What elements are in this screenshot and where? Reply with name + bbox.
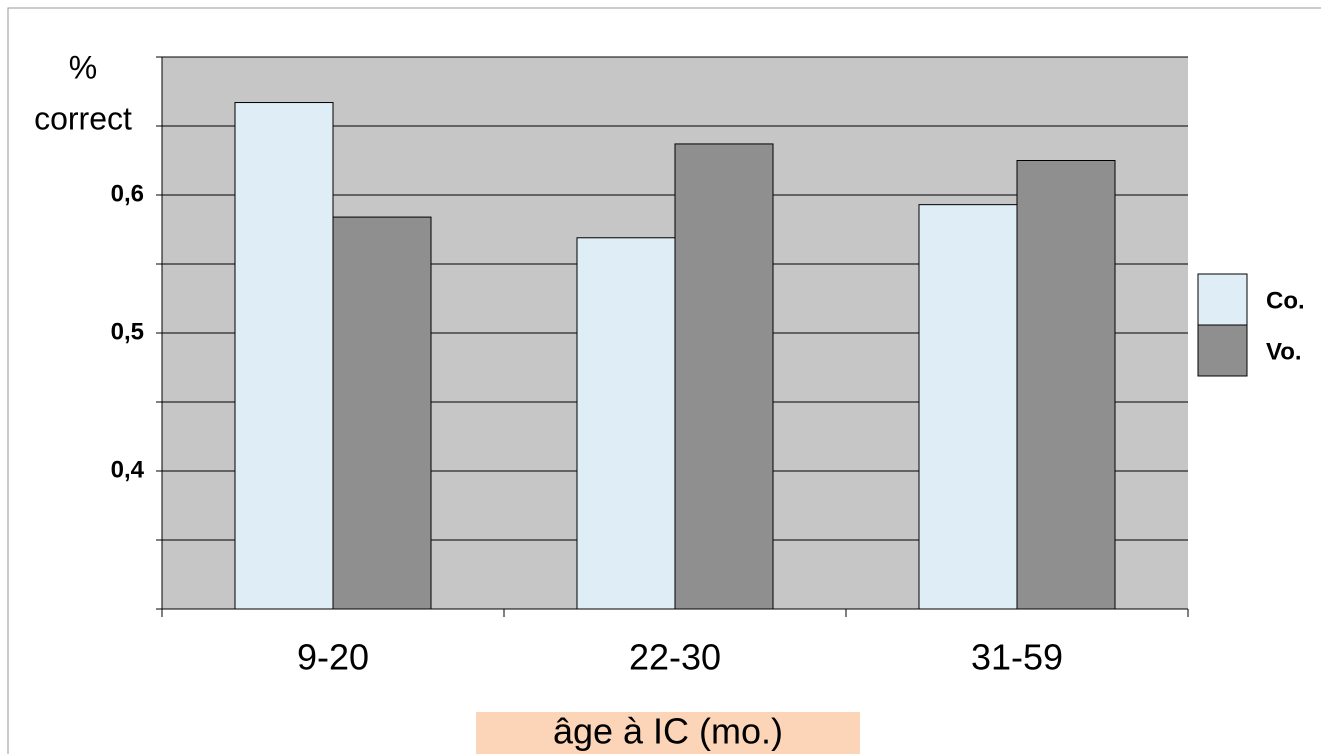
y-axis-label: correct — [34, 100, 132, 136]
y-tick-label: 0,5 — [111, 318, 144, 345]
y-tick-label: 0,6 — [111, 180, 144, 207]
bar — [576, 237, 676, 610]
x-label-background — [476, 712, 860, 754]
x-tick-label: 31-59 — [971, 637, 1063, 678]
y-tick-label: 0,4 — [111, 456, 145, 483]
y-axis-label: % — [69, 49, 97, 85]
x-tick-label: 9-20 — [297, 637, 369, 678]
legend-swatch — [1197, 324, 1248, 377]
bar — [918, 204, 1018, 610]
x-axis-label: âge à IC (mo.) — [553, 711, 783, 752]
frame — [7, 7, 1321, 754]
bar — [332, 216, 432, 610]
bar — [674, 143, 774, 610]
legend-swatch — [1197, 273, 1248, 326]
bar — [234, 102, 334, 610]
legend-label: Vo. — [1266, 338, 1302, 365]
bar — [1016, 160, 1116, 610]
legend-label: Co. — [1266, 287, 1305, 314]
x-tick-label: 22-30 — [629, 637, 721, 678]
